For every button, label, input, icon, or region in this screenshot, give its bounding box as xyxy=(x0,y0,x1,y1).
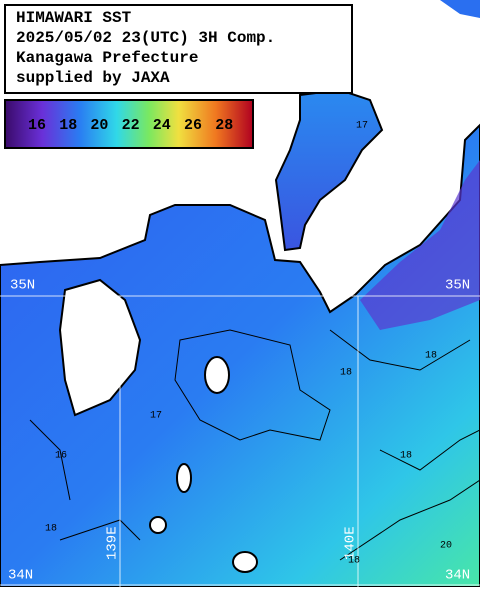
sea xyxy=(440,0,480,18)
contour-label: 18 xyxy=(348,556,360,567)
header: HIMAWARI SST 2025/05/02 23(UTC) 3H Comp. K… xyxy=(16,9,275,87)
lon-label: 140E xyxy=(343,526,359,560)
contour-label: 17 xyxy=(356,121,368,132)
graticule xyxy=(0,295,480,587)
header-line: HIMAWARI SST xyxy=(16,9,132,27)
header-line: Kanagawa Prefecture xyxy=(16,49,198,67)
island xyxy=(204,356,230,394)
header-line: 2025/05/02 23(UTC) 3H Comp. xyxy=(16,29,275,47)
island xyxy=(176,463,192,493)
contour-labels: 17 18 17 16 18 18 18 20 18 xyxy=(45,121,452,567)
colorbar-label: 28 xyxy=(215,117,233,134)
lon-label: 139E xyxy=(105,526,121,560)
colorbar-label: 26 xyxy=(184,117,202,134)
warm-area xyxy=(360,160,480,330)
island xyxy=(149,516,167,534)
colorbar-labels: 16 18 20 22 24 26 28 xyxy=(28,117,233,134)
colorbar-label: 20 xyxy=(90,117,108,134)
contour-label: 20 xyxy=(440,541,452,552)
contour-label: 18 xyxy=(45,524,57,535)
contour-label: 18 xyxy=(425,351,437,362)
colorbar xyxy=(4,99,254,149)
colorbar-label: 22 xyxy=(122,117,140,134)
lat-label: 34N xyxy=(445,568,470,584)
contour-label: 17 xyxy=(150,411,162,422)
colorbar-label: 16 xyxy=(28,117,46,134)
header-box xyxy=(4,4,353,94)
tokyo-bay xyxy=(274,88,384,252)
contour-label: 16 xyxy=(55,451,67,462)
colorbar-label: 18 xyxy=(59,117,77,134)
colorbar-label: 24 xyxy=(153,117,171,134)
contour-label: 18 xyxy=(400,451,412,462)
lat-label: 35N xyxy=(10,278,35,294)
lat-label: 34N xyxy=(8,568,33,584)
island xyxy=(232,551,258,573)
contour-label: 18 xyxy=(340,368,352,379)
lat-label: 35N xyxy=(445,278,470,294)
header-line: supplied by JAXA xyxy=(16,69,170,87)
